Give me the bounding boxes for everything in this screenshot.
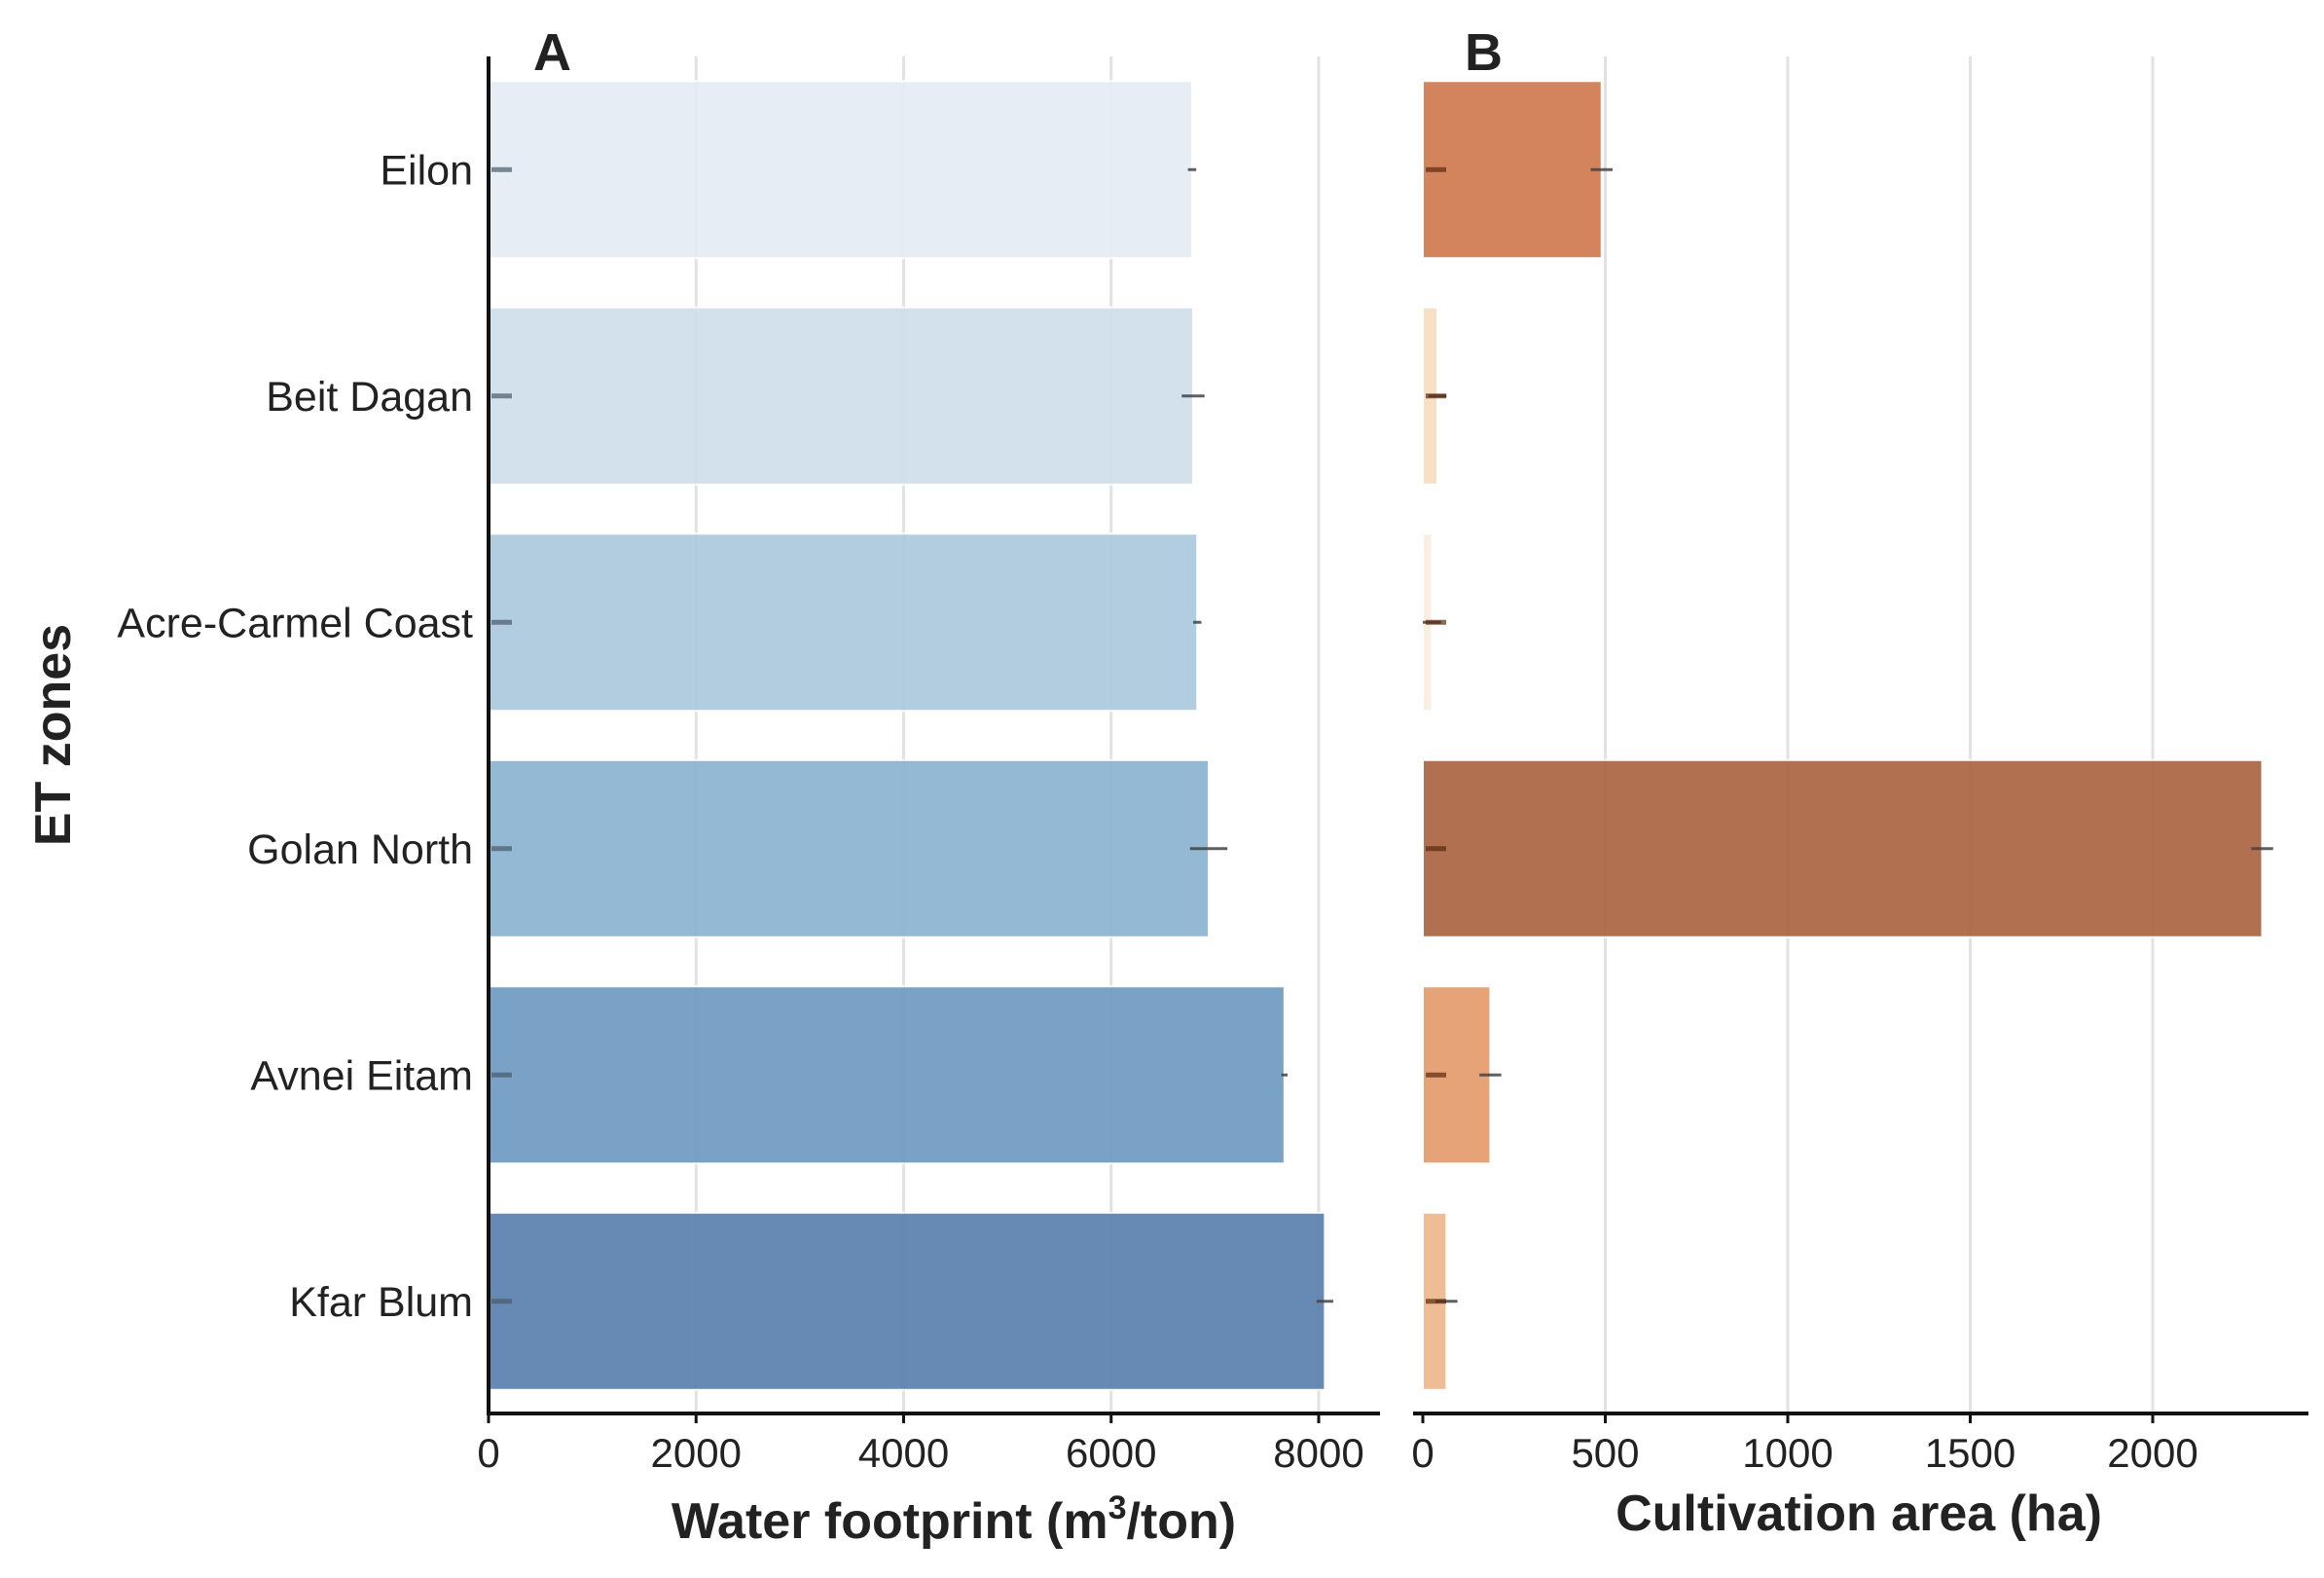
b-bar-eilon	[1422, 80, 1603, 260]
a-bar-avnei-eitam	[488, 985, 1286, 1165]
category-label-acre-carmel-coast: Acre-Carmel Coast	[117, 600, 473, 646]
a-x-tick-label: 4000	[858, 1430, 949, 1476]
panel-b-x-axis-title: Cultivation area (ha)	[1616, 1486, 2102, 1542]
a-bar-eilon	[488, 80, 1193, 260]
panel-a-error-bars	[1181, 167, 1333, 1303]
panel-b-error-bars	[1423, 167, 2273, 1303]
a-bar-acre-carmel-coast	[488, 532, 1199, 713]
panel-a-bars	[488, 80, 1326, 1391]
panel-a-x-axis-title: Water footprint (m3/ton)	[672, 1489, 1236, 1550]
panel-b-ticks: 0 500 1000 1500 2000	[1411, 166, 2198, 1476]
a-bar-beit-dagan	[488, 306, 1194, 486]
panel-a-category-labels: Eilon Beit Dagan Acre-Carmel Coast Golan No…	[117, 147, 473, 1326]
a-x-tick-label: 0	[477, 1430, 499, 1476]
a-x-tick-label: 2000	[651, 1430, 742, 1476]
category-label-beit-dagan: Beit Dagan	[266, 374, 473, 421]
panel-b-gridlines	[1604, 56, 2155, 1413]
b-x-tick-label: 1000	[1742, 1430, 1833, 1476]
panel-b-bars	[1422, 80, 2264, 1391]
category-label-eilon: Eilon	[380, 147, 473, 194]
category-label-avnei-eitam: Avnei Eitam	[250, 1052, 473, 1099]
b-x-tick-label: 1500	[1925, 1430, 2015, 1476]
b-x-tick-label: 2000	[2107, 1430, 2197, 1476]
b-x-tick-label: 0	[1411, 1430, 1434, 1476]
a-bar-kfar-blum	[488, 1211, 1326, 1391]
panel-a-ticks: 0 2000 4000 6000 8000	[477, 166, 1364, 1476]
panel-a: 0 2000 4000 6000 8000 Eilon Beit Dagan Acre-Ca…	[25, 23, 1380, 1550]
a-bar-golan-north	[488, 758, 1210, 938]
category-label-kfar-blum: Kfar Blum	[289, 1279, 473, 1326]
b-x-tick-label: 500	[1571, 1430, 1639, 1476]
panel-b-label: B	[1465, 23, 1503, 82]
category-label-golan-north: Golan North	[247, 826, 473, 873]
b-bar-golan-north	[1422, 758, 2264, 938]
panel-a-label: A	[533, 23, 571, 82]
a-x-tick-label: 6000	[1066, 1430, 1156, 1476]
y-axis-title: ET zones	[25, 624, 82, 846]
panel-a-gridlines	[694, 56, 1321, 1413]
panel-b: 0 500 1000 1500 2000 B Cultivation area (ha)	[1411, 23, 2308, 1542]
a-x-tick-label: 8000	[1273, 1430, 1363, 1476]
